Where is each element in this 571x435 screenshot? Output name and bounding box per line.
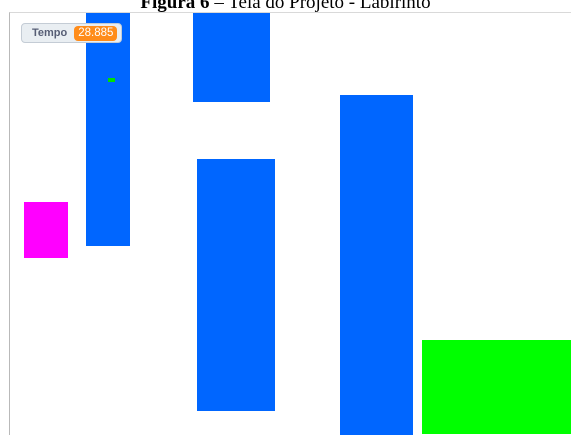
- figure-label: Figura 6: [140, 0, 210, 13]
- figure-caption: Figura 6 – Tela do Projeto - Labirinto: [0, 0, 571, 13]
- monitor-value: 28.885: [74, 25, 118, 41]
- maze-wall-3: [197, 159, 275, 411]
- maze-wall-4: [340, 95, 413, 435]
- player-sprite[interactable]: [24, 202, 68, 258]
- monitor-label: Tempo: [32, 27, 68, 39]
- green-marker: [108, 78, 115, 82]
- maze-wall-1: [86, 13, 130, 246]
- variable-monitor-tempo: Tempo 28.885: [21, 23, 123, 43]
- caption-text: Tela do Projeto - Labirinto: [228, 0, 431, 13]
- maze-wall-2: [193, 13, 270, 102]
- game-stage[interactable]: Tempo 28.885: [9, 12, 571, 435]
- goal-area: [422, 340, 571, 434]
- caption-separator: –: [209, 0, 229, 13]
